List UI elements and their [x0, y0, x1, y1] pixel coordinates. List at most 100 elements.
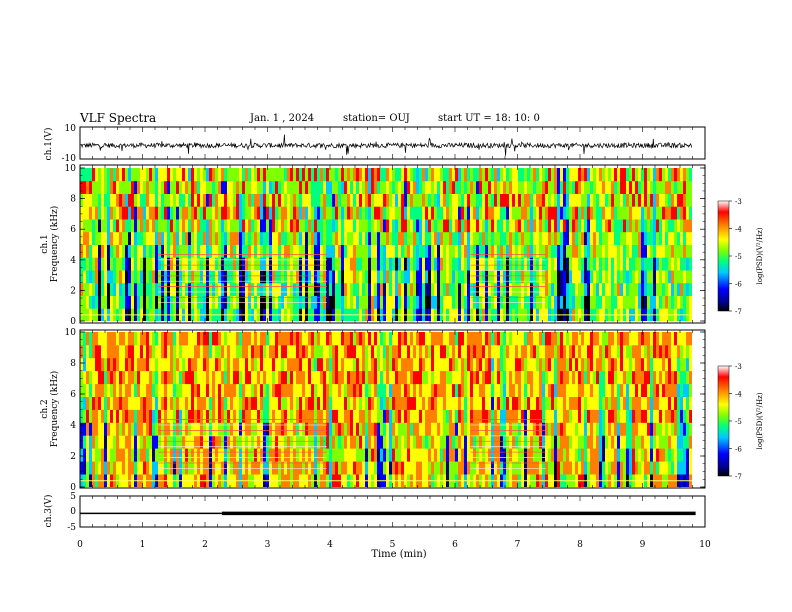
spectrogram-cell [95, 244, 99, 258]
spectrogram-cell [209, 422, 213, 436]
spectrogram-cell [641, 168, 645, 182]
spectrogram-cell [89, 168, 93, 182]
spectrogram-cell [104, 206, 108, 220]
spectrogram-cell [632, 461, 636, 475]
spectrogram-cell [383, 370, 387, 385]
spectrogram-cell [440, 448, 444, 462]
spectrogram-cell [167, 435, 171, 449]
spectrogram-cell [125, 396, 129, 410]
spectrogram-cell [101, 231, 105, 245]
spectrogram-cell [632, 357, 636, 372]
spectrogram-cell [536, 231, 540, 245]
spectrogram-cell [395, 332, 399, 346]
spectrogram-cell [179, 295, 183, 309]
spectrogram-cell [167, 206, 171, 220]
spectrogram-cell [110, 357, 114, 372]
spectrogram-cell [689, 270, 692, 284]
spectrogram-cell [473, 383, 477, 397]
spectrogram-cell [668, 168, 672, 182]
spectrogram-cell [599, 435, 603, 449]
spectrogram-cell [539, 180, 543, 194]
spectrogram-cell [179, 244, 183, 258]
spectrogram-cell [293, 383, 297, 397]
spectrogram-cell [341, 219, 345, 233]
spectrogram-cell [149, 231, 153, 245]
spectrogram-cell [488, 168, 492, 182]
spectrogram-cell [566, 435, 570, 449]
spectrogram-cell [266, 295, 270, 309]
spectrogram-cell [311, 219, 315, 233]
spectrogram-cell [491, 461, 495, 475]
spectrogram-cell [437, 383, 441, 397]
ch1-waveform-panel: 10 -10 ch.1(V) [43, 124, 706, 164]
spectrogram-cell [389, 193, 393, 207]
spectrogram-cell [434, 282, 438, 296]
spectrogram-cell [662, 282, 666, 296]
spectrogram-cell [578, 206, 582, 220]
spectrogram-cell [323, 180, 327, 194]
spectrogram-cell [341, 206, 345, 220]
spectrogram-cell [560, 282, 564, 296]
spectrogram-cell [344, 357, 348, 372]
spectrogram-cell [506, 180, 510, 194]
spectrogram-cell [524, 231, 528, 245]
spectrogram-cell [377, 168, 381, 182]
spectrogram-cell [518, 396, 522, 410]
spectrogram-cell [572, 370, 576, 385]
spectrogram-cell [488, 244, 492, 258]
spectrogram-cell [464, 295, 468, 309]
spectrogram-cell [206, 357, 210, 372]
spectrogram-cell [410, 409, 414, 423]
spectrogram-cell [638, 168, 642, 182]
spectrogram-cell [536, 295, 540, 309]
spectrogram-cell [320, 396, 324, 410]
spectrogram-cell [629, 448, 633, 462]
spectrogram-cell [479, 180, 483, 194]
spectrogram-cell [488, 270, 492, 284]
spectrogram-cell [608, 448, 612, 462]
spectrogram-cell [491, 180, 495, 194]
spectrogram-cell [479, 295, 483, 309]
spectrogram-cell [176, 168, 180, 182]
spectrogram-cell [377, 193, 381, 207]
spectrogram-cell [569, 270, 573, 284]
spectrogram-cell [530, 231, 534, 245]
spectrogram-cell [383, 422, 387, 436]
spectrogram-cell [455, 409, 459, 423]
spectrogram-cell [374, 231, 378, 245]
spectrogram-cell [470, 244, 474, 258]
spectrogram-cell [569, 370, 573, 385]
spectrogram-cell [353, 383, 357, 397]
spectrogram-cell [275, 193, 279, 207]
spectrogram-cell [230, 332, 234, 346]
spectrogram-cell [407, 282, 411, 296]
spectrogram-cell [581, 282, 585, 296]
spectrogram-cell [173, 396, 177, 410]
spectrogram-cell [86, 270, 90, 284]
spectrogram-cell [629, 409, 633, 423]
spectrogram-cell [251, 180, 255, 194]
spectrogram-cell [602, 344, 606, 359]
spectrogram-cell [314, 180, 318, 194]
spectrogram-cell [620, 219, 624, 233]
spectrogram-cell [170, 270, 174, 284]
spectrogram-cell [137, 257, 141, 271]
spectrogram-cell [257, 461, 261, 475]
spectrogram-cell [152, 244, 156, 258]
spectrogram-cell [197, 435, 201, 449]
spectrogram-cell [524, 168, 528, 182]
spectrogram-cell [176, 396, 180, 410]
spectrogram-cell [614, 370, 618, 385]
spectrogram-cell [470, 357, 474, 372]
spectrogram-cell [482, 461, 486, 475]
spectrogram-cell [491, 332, 495, 346]
spectrogram-cell [224, 396, 228, 410]
spectrogram-cell [404, 383, 408, 397]
spectrogram-cell [293, 180, 297, 194]
spectrogram-cell [689, 231, 692, 245]
spectrogram-cell [560, 231, 564, 245]
spectrogram-cell [167, 244, 171, 258]
spectrogram-cell [470, 409, 474, 423]
spectrogram-cell [128, 448, 132, 462]
spectrogram-cell [458, 219, 462, 233]
